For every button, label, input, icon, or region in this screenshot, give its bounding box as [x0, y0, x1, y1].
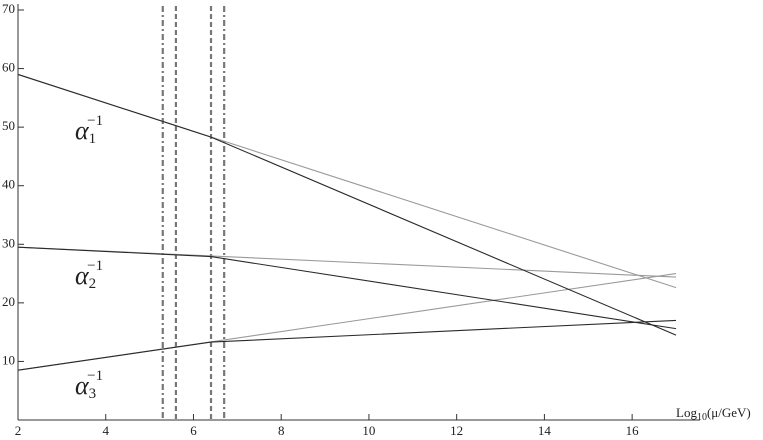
y-tick-label: 50	[2, 118, 15, 133]
annotation-sub: 1	[89, 131, 97, 147]
x-label-rest: (μ/GeV)	[707, 405, 751, 420]
y-tick-label: 40	[2, 177, 15, 192]
annotation-symbol: α	[75, 371, 90, 400]
x-tick-label: 12	[450, 423, 463, 438]
x-tick-label: 6	[190, 423, 197, 438]
annotation-sub: 3	[89, 386, 97, 402]
line-series	[17, 73, 677, 336]
annotation-sub: 2	[89, 276, 97, 292]
y-tick-label: 20	[2, 294, 15, 309]
x-axis-label: Log10(μ/GeV)	[676, 405, 751, 423]
y-tick-label: 70	[2, 1, 15, 16]
x-tick-label: 14	[538, 423, 552, 438]
annotation-sup: −1	[87, 113, 103, 129]
annotation-symbol: α	[75, 116, 90, 145]
x-tick-label: 10	[362, 423, 375, 438]
annotation-sup: −1	[87, 258, 103, 274]
annotation: α1 −1	[75, 113, 103, 147]
x-tick-label: 16	[626, 423, 640, 438]
y-tick-label: 10	[2, 352, 15, 367]
annotation-sup: −1	[87, 368, 103, 384]
y-tick-label: 30	[2, 235, 15, 250]
x-label-sub: 10	[697, 412, 707, 423]
annotation: α2 −1	[75, 258, 103, 292]
x-tick-label: 2	[15, 423, 22, 438]
line-series	[17, 319, 677, 371]
x-label-text: Log	[676, 405, 697, 420]
annotation: α3 −1	[75, 368, 103, 402]
x-tick-label: 4	[102, 423, 109, 438]
y-tick-label: 60	[2, 60, 15, 75]
line-series	[17, 246, 677, 330]
annotation-symbol: α	[75, 261, 90, 290]
x-tick-label: 8	[278, 423, 285, 438]
